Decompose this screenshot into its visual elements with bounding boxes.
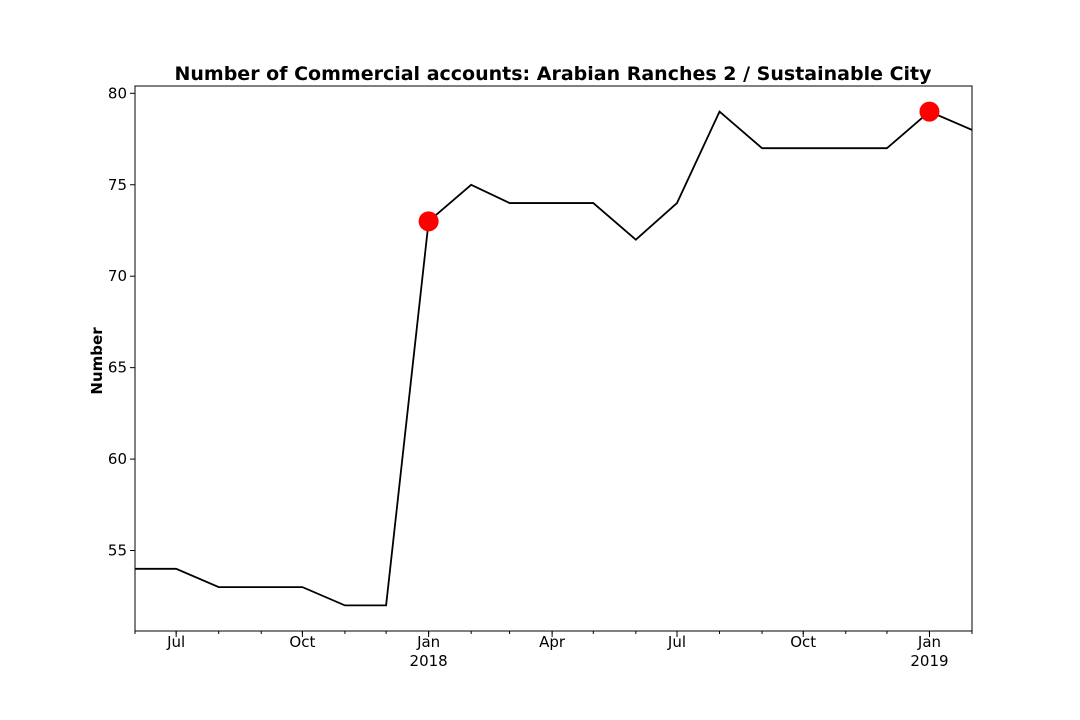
series-line <box>135 110 973 607</box>
marker-layer <box>418 101 940 232</box>
y-tick-label: 65 <box>108 359 127 377</box>
highlight-marker <box>418 211 439 232</box>
y-tick-label: 80 <box>108 84 127 102</box>
x-tick-year-label: 2019 <box>910 652 948 670</box>
y-axis: 55 60 65 70 75 80 <box>108 84 135 560</box>
y-tick-label: 55 <box>108 542 127 560</box>
x-tick-label: Oct <box>790 633 816 651</box>
x-tick-year-label: 2018 <box>410 652 448 670</box>
y-tick-label: 60 <box>108 450 127 468</box>
x-tick-label: Jan <box>416 633 440 651</box>
highlight-marker <box>919 101 940 122</box>
plot-frame <box>134 85 973 632</box>
x-tick-label: Apr <box>539 633 566 651</box>
x-tick-label: Jan <box>917 633 941 651</box>
x-tick-label: Oct <box>289 633 315 651</box>
chart-title: Number of Commercial accounts: Arabian R… <box>174 63 932 85</box>
series-layer <box>135 110 973 607</box>
x-tick-label: Jul <box>166 633 185 651</box>
x-tick-label: Jul <box>667 633 686 651</box>
y-tick-label: 70 <box>108 267 127 285</box>
y-tick-label: 75 <box>108 176 127 194</box>
y-axis-label: Number <box>88 327 106 395</box>
